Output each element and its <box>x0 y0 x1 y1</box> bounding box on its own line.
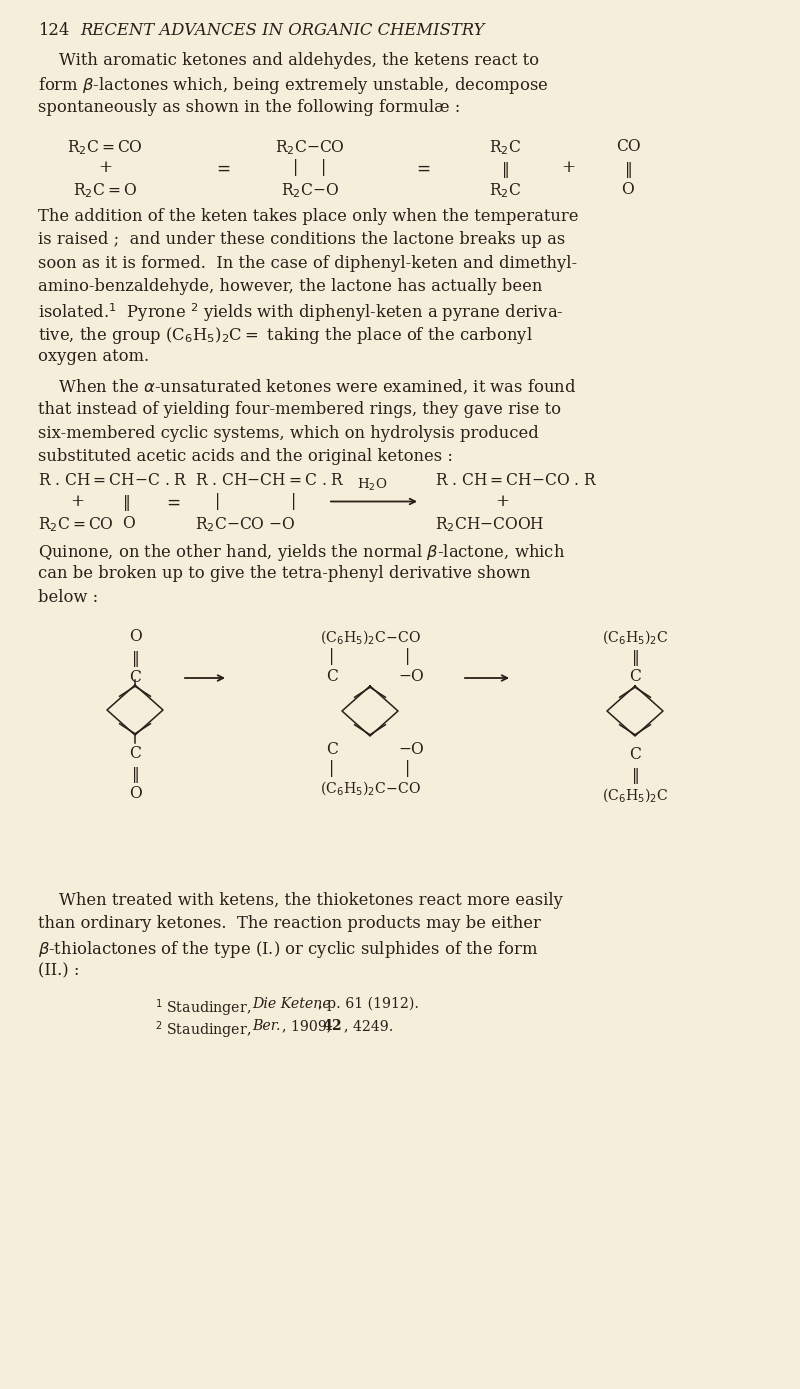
Text: $\|$: $\|$ <box>131 765 139 785</box>
Text: RECENT ADVANCES IN ORGANIC CHEMISTRY: RECENT ADVANCES IN ORGANIC CHEMISTRY <box>80 22 484 39</box>
Text: +: + <box>98 160 112 176</box>
Text: The addition of the keten takes place only when the temperature: The addition of the keten takes place on… <box>38 208 578 225</box>
Text: R$_2$C$-$CO: R$_2$C$-$CO <box>275 138 345 157</box>
Text: $^2$ Staudinger,: $^2$ Staudinger, <box>155 1020 253 1040</box>
Text: +: + <box>561 160 575 176</box>
Text: below :: below : <box>38 589 98 606</box>
Text: R$_2$C$-$CO $-$O: R$_2$C$-$CO $-$O <box>195 515 295 533</box>
Text: $-$O: $-$O <box>398 668 425 685</box>
Text: R$_2$C$=$CO: R$_2$C$=$CO <box>38 515 114 533</box>
Text: (C$_6$H$_5$)$_2$C$-$CO: (C$_6$H$_5$)$_2$C$-$CO <box>319 628 421 646</box>
Text: amino-benzaldehyde, however, the lactone has actually been: amino-benzaldehyde, however, the lactone… <box>38 278 542 294</box>
Text: $\|$: $\|$ <box>501 160 509 179</box>
Text: R$_2$C: R$_2$C <box>489 181 521 200</box>
Text: tive, the group (C$_6$H$_5$)$_2$C$=$ taking the place of the carbonyl: tive, the group (C$_6$H$_5$)$_2$C$=$ tak… <box>38 325 533 346</box>
Text: 124: 124 <box>38 22 70 39</box>
Text: R$_2$C$=$O: R$_2$C$=$O <box>73 181 137 200</box>
Text: Ber.: Ber. <box>252 1020 281 1033</box>
Text: CO: CO <box>616 138 640 156</box>
Text: C: C <box>129 745 141 763</box>
Text: $-$O: $-$O <box>398 740 425 758</box>
Text: (C$_6$H$_5$)$_2$C$-$CO: (C$_6$H$_5$)$_2$C$-$CO <box>319 779 421 797</box>
Text: spontaneously as shown in the following formulæ :: spontaneously as shown in the following … <box>38 99 460 115</box>
Text: $\beta$-thiolactones of the type (I.) or cyclic sulphides of the form: $\beta$-thiolactones of the type (I.) or… <box>38 939 538 960</box>
Text: (C$_6$H$_5$)$_2$C: (C$_6$H$_5$)$_2$C <box>602 786 668 804</box>
Text: $^1$ Staudinger,: $^1$ Staudinger, <box>155 997 253 1018</box>
Text: $\|$: $\|$ <box>131 649 139 669</box>
Text: , p. 61 (1912).: , p. 61 (1912). <box>318 997 419 1011</box>
Text: |: | <box>215 493 221 511</box>
Text: |: | <box>294 160 298 176</box>
Text: R$_2$C$=$CO: R$_2$C$=$CO <box>67 138 143 157</box>
Text: |: | <box>406 760 410 776</box>
Text: Quinone, on the other hand, yields the normal $\beta$-lactone, which: Quinone, on the other hand, yields the n… <box>38 542 565 563</box>
Text: $=$: $=$ <box>213 160 231 176</box>
Text: $\|$: $\|$ <box>631 649 639 668</box>
Text: 42: 42 <box>322 1020 342 1033</box>
Text: |: | <box>330 760 334 776</box>
Text: (II.) :: (II.) : <box>38 963 79 979</box>
Text: , 1909,: , 1909, <box>282 1020 336 1033</box>
Text: than ordinary ketones.  The reaction products may be either: than ordinary ketones. The reaction prod… <box>38 915 541 932</box>
Text: C: C <box>129 669 141 686</box>
Text: R$_2$C$-$O: R$_2$C$-$O <box>281 181 339 200</box>
Text: R . CH$-$CH$=$C . R: R . CH$-$CH$=$C . R <box>195 472 345 489</box>
Text: O: O <box>129 785 142 801</box>
Text: O: O <box>622 181 634 199</box>
Text: $\|$: $\|$ <box>631 765 639 786</box>
Text: |: | <box>330 649 334 665</box>
Text: that instead of yielding four-membered rings, they gave rise to: that instead of yielding four-membered r… <box>38 401 561 418</box>
Text: O: O <box>129 628 142 644</box>
Text: form $\beta$-lactones which, being extremely unstable, decompose: form $\beta$-lactones which, being extre… <box>38 75 549 96</box>
Text: H$_2$O: H$_2$O <box>357 476 387 493</box>
Text: soon as it is formed.  In the case of diphenyl-keten and dimethyl-: soon as it is formed. In the case of dip… <box>38 254 577 272</box>
Text: is raised ;  and under these conditions the lactone breaks up as: is raised ; and under these conditions t… <box>38 232 566 249</box>
Text: R$_2$C: R$_2$C <box>489 138 521 157</box>
Text: substituted acetic acids and the original ketones :: substituted acetic acids and the origina… <box>38 447 453 465</box>
Text: +: + <box>70 493 84 511</box>
Text: C: C <box>629 668 641 685</box>
Text: +: + <box>495 493 509 511</box>
Text: oxygen atom.: oxygen atom. <box>38 347 149 365</box>
Text: can be broken up to give the tetra-phenyl derivative shown: can be broken up to give the tetra-pheny… <box>38 565 530 582</box>
Text: |: | <box>291 493 297 511</box>
Text: |: | <box>406 649 410 665</box>
Text: O: O <box>122 515 134 532</box>
Text: C: C <box>629 746 641 763</box>
Text: $=$: $=$ <box>413 160 431 176</box>
Text: C: C <box>326 740 338 758</box>
Text: $\|$: $\|$ <box>624 160 632 179</box>
Text: |: | <box>322 160 326 176</box>
Text: When the $\alpha$-unsaturated ketones were examined, it was found: When the $\alpha$-unsaturated ketones we… <box>38 378 576 396</box>
Text: With aromatic ketones and aldehydes, the ketens react to: With aromatic ketones and aldehydes, the… <box>38 51 539 69</box>
Text: R$_2$CH$-$COOH: R$_2$CH$-$COOH <box>435 515 544 533</box>
Text: $\|$: $\|$ <box>122 493 130 514</box>
Text: Die Ketene: Die Ketene <box>252 997 330 1011</box>
Text: C: C <box>326 668 338 685</box>
Text: When treated with ketens, the thioketones react more easily: When treated with ketens, the thioketone… <box>38 892 563 908</box>
Text: R . CH$=$CH$-$C . R: R . CH$=$CH$-$C . R <box>38 472 188 489</box>
Text: R . CH$=$CH$-$CO . R: R . CH$=$CH$-$CO . R <box>435 472 598 489</box>
Text: (C$_6$H$_5$)$_2$C: (C$_6$H$_5$)$_2$C <box>602 628 668 646</box>
Text: , 4249.: , 4249. <box>344 1020 394 1033</box>
Text: $=$: $=$ <box>163 493 181 511</box>
Text: isolated.$^1$  Pyrone $^2$ yields with diphenyl-keten a pyrane deriva-: isolated.$^1$ Pyrone $^2$ yields with di… <box>38 301 564 324</box>
Text: six-membered cyclic systems, which on hydrolysis produced: six-membered cyclic systems, which on hy… <box>38 425 538 442</box>
